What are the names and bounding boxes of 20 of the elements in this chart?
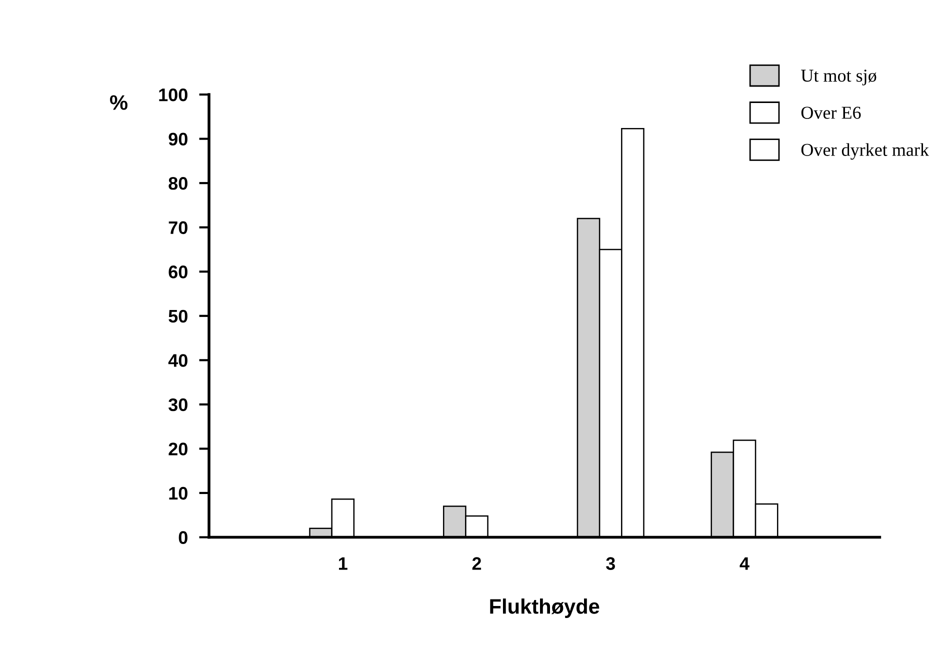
legend-label: Over dyrket mark [801,143,929,160]
y-tick-label: 80 [168,177,188,190]
y-tick-label: 70 [168,221,188,234]
x-tick-label: 4 [740,557,750,570]
x-axis-title: Flukthøyde [490,598,600,618]
x-tick-label: 1 [338,557,348,570]
y-tick-label: 30 [168,398,188,412]
y-tick-label: 50 [168,310,188,323]
y-axis-title: % [110,95,128,110]
y-tick-label: 10 [169,486,188,500]
y-tick-label: 100 [159,88,188,102]
y-tick-label: 20 [168,442,188,456]
y-tick-label: 0 [178,531,188,544]
y-tick-label: 40 [168,354,188,367]
legend-label: Ut mot sjø [801,70,876,86]
y-tick-label: 60 [168,266,188,278]
y-tick-label: 90 [168,132,188,146]
legend-label: Over E6 [801,106,861,119]
x-tick-label: 3 [606,557,615,570]
x-tick-label: 2 [472,557,482,570]
